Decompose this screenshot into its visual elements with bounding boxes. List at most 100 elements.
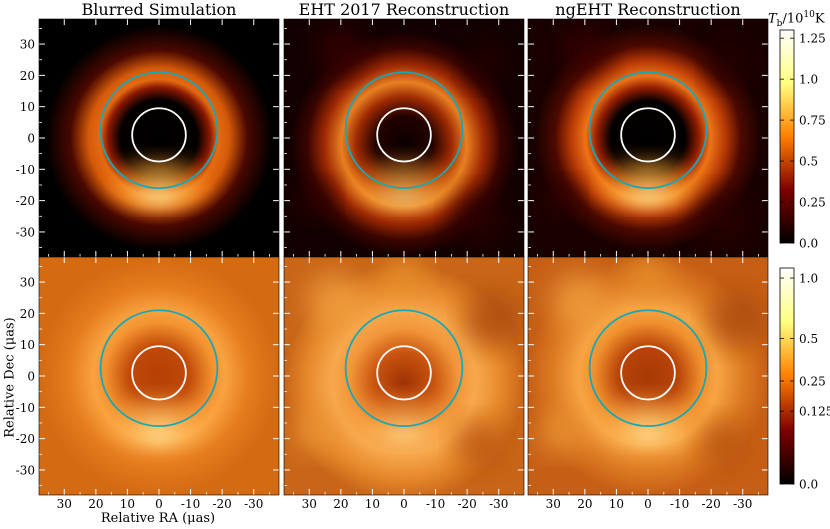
photon-ring-circle bbox=[376, 345, 432, 401]
x-tick-label: -10 bbox=[181, 497, 200, 511]
x-tick-label: 10 bbox=[120, 497, 135, 511]
texture-blob bbox=[464, 40, 509, 85]
y-tick-label: 10 bbox=[20, 100, 35, 114]
x-tick-label: 10 bbox=[365, 497, 380, 511]
colorbar-row1: 0.0 0.25 0.5 0.75 1.0 1.25 bbox=[779, 29, 826, 251]
colorbar-label-rest: /10 bbox=[782, 11, 804, 27]
colorbars: 0.0 0.25 0.5 0.75 1.0 1.25 0.0 0.125 0.25 0.5 1.0 bbox=[779, 29, 830, 492]
colorbar-tick-label: 0.75 bbox=[799, 114, 826, 128]
texture-blob bbox=[381, 257, 427, 298]
texture-blob bbox=[451, 191, 509, 248]
shadow-circle bbox=[99, 309, 219, 428]
intensity-map bbox=[39, 19, 279, 257]
texture-blob bbox=[454, 419, 506, 470]
panel-eht-2017-row2 bbox=[283, 256, 525, 496]
x-axis-label: Relative RA (μas) bbox=[100, 511, 216, 526]
texture-blob bbox=[315, 25, 367, 76]
panel-frame bbox=[283, 256, 525, 496]
panel-blurred-simulation-row2 bbox=[38, 256, 280, 496]
panel-blurred-simulation-row1 bbox=[38, 18, 280, 258]
colorbar-label-unit: K bbox=[814, 11, 825, 27]
texture-blob bbox=[464, 291, 521, 348]
x-tick-label: -20 bbox=[701, 497, 720, 511]
y-tick-label: 0 bbox=[27, 370, 35, 384]
texture-blob bbox=[708, 40, 753, 85]
bright-lower-arc bbox=[591, 156, 705, 207]
y-tick-label: 0 bbox=[27, 132, 35, 146]
image-intensity bbox=[39, 257, 279, 495]
colorbar-tick-label: 0.0 bbox=[799, 478, 818, 492]
panel-title-blurred-simulation: Blurred Simulation bbox=[81, 0, 237, 19]
x-tick-label: -10 bbox=[426, 497, 445, 511]
colorbar-tick-label: 0.5 bbox=[799, 155, 818, 169]
panel-grid bbox=[38, 18, 769, 496]
x-tick-label: -30 bbox=[244, 497, 263, 511]
x-tick-label: 0 bbox=[400, 497, 408, 511]
bright-lower-arc bbox=[591, 394, 705, 445]
image-intensity bbox=[528, 19, 768, 257]
y-tick-label: 30 bbox=[20, 38, 35, 52]
bright-lower-arc bbox=[347, 156, 461, 207]
colorbar-gradient bbox=[779, 267, 795, 485]
panel-eht-2017-row1 bbox=[283, 18, 525, 258]
x-tick-label: 30 bbox=[57, 497, 72, 511]
shadow-circle bbox=[588, 71, 708, 190]
x-tick-label: 30 bbox=[546, 497, 561, 511]
image-intensity bbox=[528, 257, 768, 495]
texture-blob bbox=[537, 410, 582, 455]
y-tick-label: -30 bbox=[16, 225, 35, 239]
colorbar-label-var: T bbox=[768, 11, 777, 27]
texture-blob bbox=[625, 257, 671, 298]
panel-title-ngeht: ngEHT Reconstruction bbox=[555, 0, 741, 19]
colorbar-tick-label: 0.25 bbox=[799, 375, 826, 389]
intensity-map bbox=[39, 257, 279, 495]
colorbar-label-sup: 10 bbox=[803, 10, 815, 20]
x-tick-label: -10 bbox=[670, 497, 689, 511]
texture-blob bbox=[695, 191, 753, 248]
colorbar-tick-label: 0.0 bbox=[799, 237, 818, 251]
panel-ngeht-row2 bbox=[527, 256, 769, 496]
x-tick-label: 30 bbox=[302, 497, 317, 511]
image-intensity bbox=[284, 19, 524, 257]
bright-lower-arc bbox=[347, 394, 461, 445]
y-tick-label: 20 bbox=[20, 69, 35, 83]
texture-blob bbox=[708, 291, 765, 348]
colorbar-tick-label: 0.25 bbox=[799, 196, 826, 210]
colorbar-tick-label: 1.25 bbox=[799, 32, 826, 46]
colorbar-gradient bbox=[779, 29, 795, 244]
colorbar-tick-label: 1.0 bbox=[799, 272, 818, 286]
x-tick-label: 10 bbox=[609, 497, 624, 511]
photon-ring-circle bbox=[620, 107, 676, 163]
texture-blob bbox=[698, 419, 750, 470]
texture-blob bbox=[540, 181, 579, 220]
axes-layer: 30 20 10 0 -10 -20 -30 30 20 10 0 -10 -20 -30 30 20 10 0 -… bbox=[16, 38, 753, 511]
colorbar-tick-label: 0.5 bbox=[799, 332, 818, 346]
x-tick-label: 20 bbox=[88, 497, 103, 511]
texture-blob bbox=[293, 410, 338, 455]
photon-ring-circle bbox=[131, 345, 187, 401]
image-intensity bbox=[39, 19, 279, 257]
shadow-circle bbox=[344, 309, 464, 428]
y-tick-label: -30 bbox=[16, 463, 35, 477]
colorbar-label-sub: b bbox=[776, 18, 783, 29]
image-intensity bbox=[284, 257, 524, 495]
panel-frame bbox=[38, 256, 280, 496]
x-tick-label: -30 bbox=[733, 497, 752, 511]
texture-blob bbox=[550, 272, 607, 330]
shadow-circle bbox=[344, 71, 464, 190]
colorbar-tick-label: 1.0 bbox=[799, 73, 818, 87]
panel-frame bbox=[527, 256, 769, 496]
photon-ring-circle bbox=[376, 107, 432, 163]
shadow-circle bbox=[99, 71, 219, 190]
y-tick-label: -10 bbox=[16, 401, 35, 415]
shadow-circle bbox=[588, 309, 708, 428]
panel-title-eht-2017: EHT 2017 Reconstruction bbox=[298, 0, 510, 19]
x-tick-label: -20 bbox=[212, 497, 231, 511]
y-tick-label: 20 bbox=[20, 307, 35, 321]
colorbar-row2: 0.0 0.125 0.25 0.5 1.0 bbox=[779, 267, 830, 492]
x-tick-label: 0 bbox=[644, 497, 652, 511]
y-tick-label: 30 bbox=[20, 276, 35, 290]
bright-lower-arc bbox=[102, 156, 216, 207]
x-tick-label: 0 bbox=[155, 497, 163, 511]
